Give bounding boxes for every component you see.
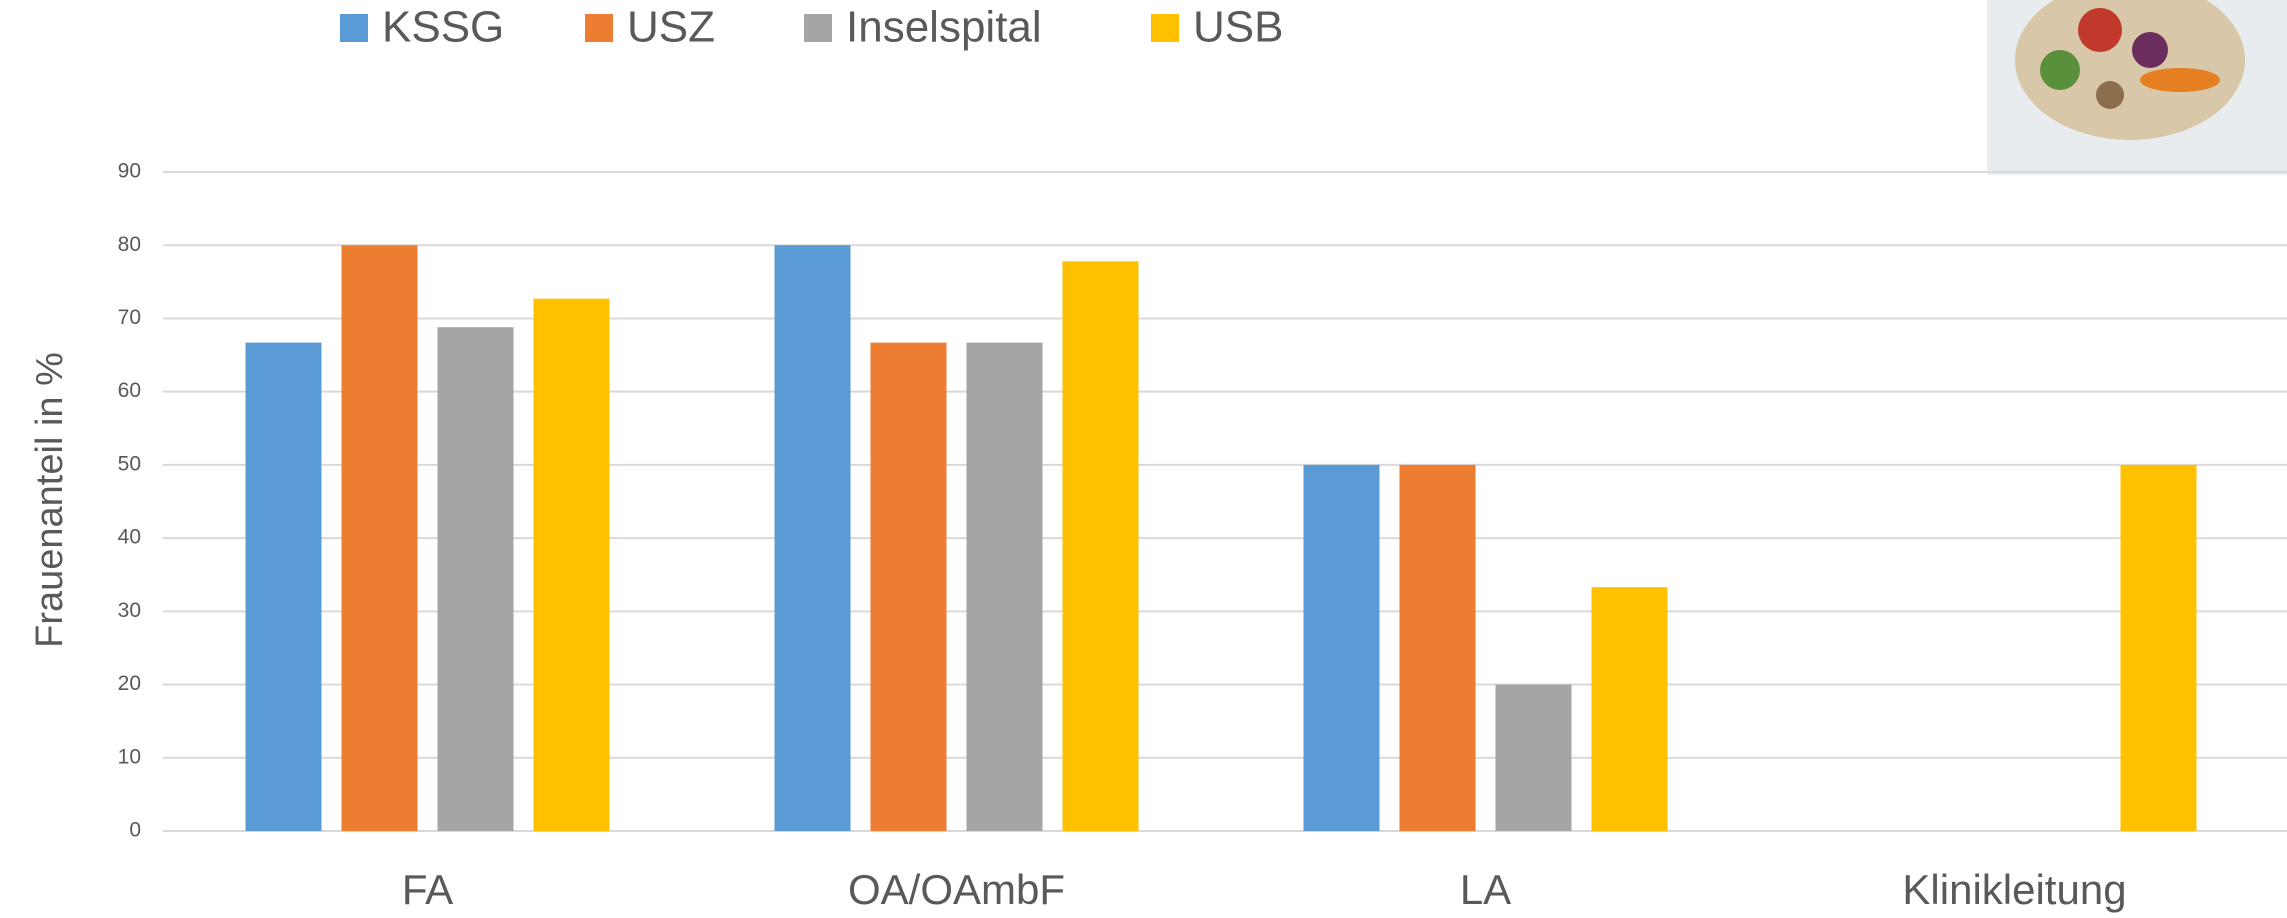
bar (774, 245, 851, 831)
food-photo (1987, 0, 2287, 175)
y-tick-label: 70 (118, 306, 141, 329)
legend-swatch (340, 14, 368, 42)
bar (1399, 464, 1476, 831)
y-tick-label: 90 (118, 160, 141, 183)
x-tick-label: LA (1460, 866, 1511, 913)
y-tick-label: 50 (118, 452, 141, 475)
bar (870, 342, 947, 831)
y-tick-label: 80 (118, 233, 141, 256)
bar (245, 342, 322, 831)
y-tick-label: 0 (129, 819, 141, 842)
legend-label: USZ (627, 3, 715, 52)
legend-label: USB (1193, 3, 1283, 52)
bar (1062, 261, 1139, 831)
y-tick-label: 40 (118, 526, 141, 549)
bar (533, 298, 610, 831)
y-tick-label: 30 (118, 599, 141, 622)
bar (1495, 684, 1572, 831)
x-tick-label: Klinikleitung (1902, 866, 2126, 913)
y-tick-label: 10 (118, 745, 141, 768)
y-tick-label: 60 (118, 379, 141, 402)
legend-swatch (1151, 14, 1179, 42)
legend-swatch (804, 14, 832, 42)
legend-label: KSSG (382, 3, 504, 52)
x-tick-label: OA/OAmbF (848, 866, 1065, 913)
y-tick-label: 20 (118, 672, 141, 695)
x-tick-label: FA (402, 866, 453, 913)
y-axis-title: Frauenanteil in % (29, 352, 71, 648)
bar (966, 342, 1043, 831)
legend-label: Inselspital (846, 3, 1042, 52)
bar (2120, 464, 2197, 831)
bar (437, 327, 514, 831)
bar (341, 245, 418, 831)
legend-swatch (585, 14, 613, 42)
bar (1303, 464, 1380, 831)
bar (1591, 587, 1668, 831)
